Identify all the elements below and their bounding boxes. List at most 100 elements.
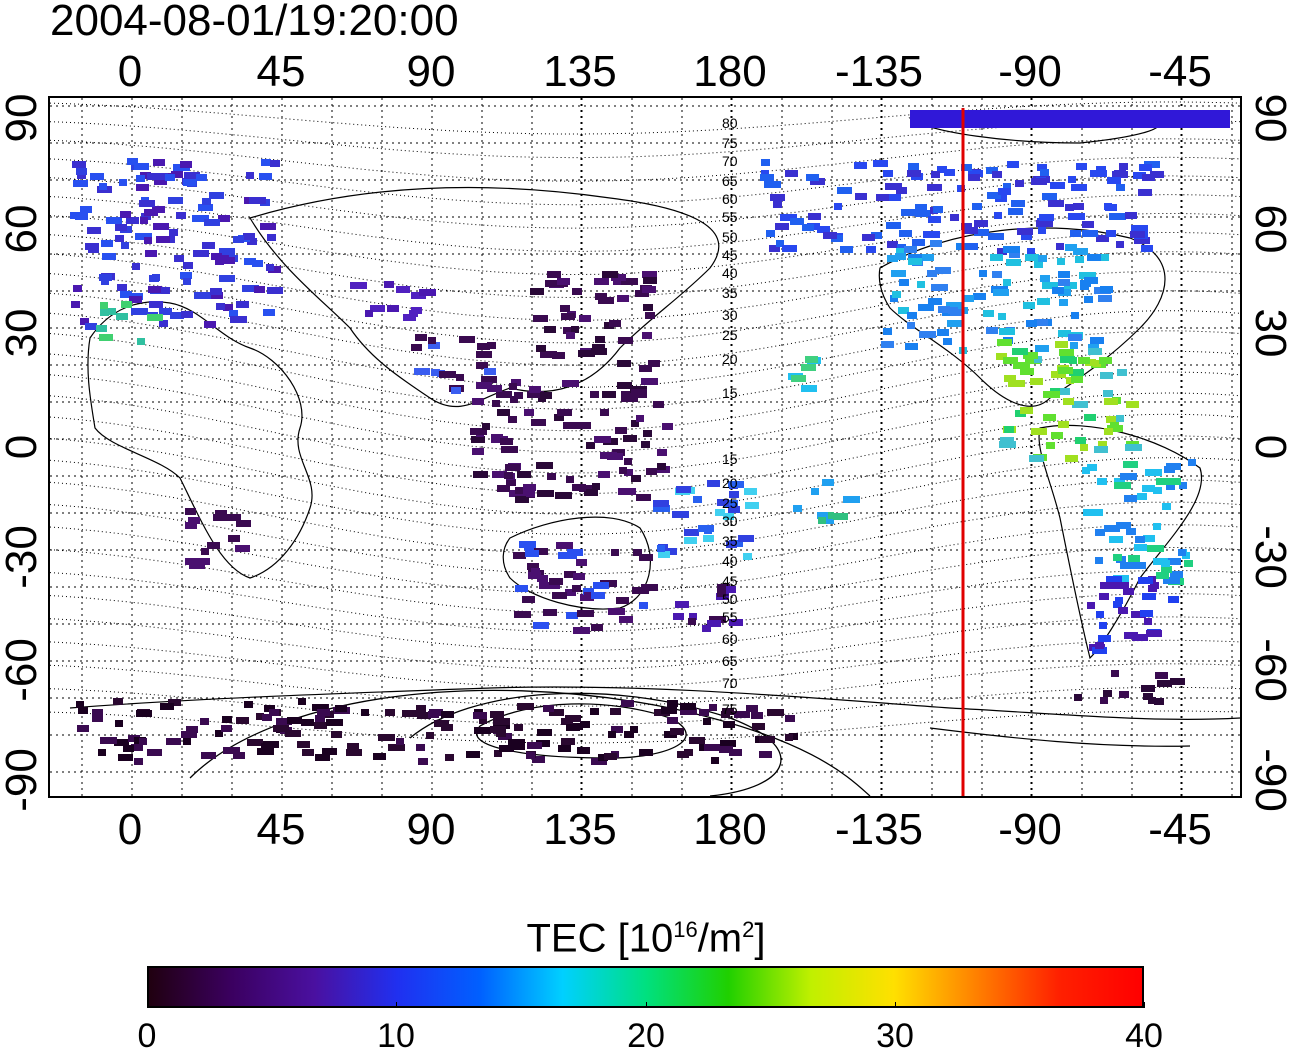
tec-pixel <box>416 744 425 751</box>
contour-label: 60 <box>722 191 738 207</box>
tec-pixel <box>1031 428 1047 435</box>
tec-pixel <box>1110 422 1119 429</box>
tec-pixel <box>154 178 167 185</box>
tec-pixel <box>1051 432 1063 439</box>
tec-pixel <box>631 389 647 396</box>
tec-pixel <box>260 223 276 230</box>
tec-pixel <box>540 392 552 399</box>
tec-pixel <box>1184 560 1193 567</box>
tec-pixel <box>531 419 546 426</box>
tec-pixel <box>159 308 172 315</box>
contour-labels: 80 75 70 65 60 55 50 45 40 35 30 25 20 15 15 20 25 30 35 40… <box>722 115 738 717</box>
tec-pixel <box>77 725 89 732</box>
tec-pixel <box>642 271 657 278</box>
tec-pixel <box>1118 607 1128 614</box>
tec-pixel <box>1097 478 1107 485</box>
tec-pixel <box>801 385 817 392</box>
tec-pixel <box>990 254 1003 261</box>
tec-pixel <box>979 270 987 277</box>
tec-pixel <box>1065 204 1074 211</box>
tec-pixel <box>145 250 157 257</box>
tec-pixel <box>301 719 314 726</box>
tec-pixel <box>709 704 717 711</box>
tec-pixel <box>1082 221 1094 228</box>
tec-pixel <box>120 291 132 298</box>
tec-pixel <box>105 308 116 315</box>
tec-pixel <box>1100 697 1108 704</box>
tec-pixel <box>566 476 574 483</box>
tec-pixel <box>883 328 892 335</box>
magnetic-contour <box>50 457 1240 535</box>
tec-pixel <box>1003 246 1014 253</box>
tec-pixel <box>476 362 488 369</box>
tec-pixel <box>915 210 931 217</box>
tec-pixel <box>127 158 138 165</box>
tec-pixel <box>434 720 449 727</box>
tec-pixel <box>233 752 245 759</box>
tec-pixel <box>673 613 684 620</box>
tec-pixel <box>100 737 117 744</box>
tec-pixel <box>171 171 183 178</box>
tec-pixel <box>1096 611 1104 618</box>
tec-pixel <box>116 313 128 320</box>
tec-pixel <box>1057 258 1065 265</box>
magnetic-contour <box>50 138 1240 182</box>
tec-pixel <box>892 291 901 298</box>
tec-pixel <box>1058 289 1071 296</box>
tec-pixel <box>511 379 521 386</box>
tec-pixel <box>1126 401 1139 408</box>
tec-pixel <box>180 161 192 168</box>
tec-pixel <box>785 734 793 741</box>
tec-pixel <box>907 312 917 319</box>
tec-pixel <box>560 305 570 312</box>
tec-pixel <box>514 392 523 399</box>
tec-pixel <box>923 231 940 238</box>
tec-pixel <box>1037 164 1047 171</box>
tec-pixel <box>641 584 658 591</box>
tec-pixel <box>536 740 550 747</box>
contour-label: 15 <box>722 451 738 467</box>
bottom-lon-tick: 0 <box>117 805 143 854</box>
tec-pixel <box>76 168 87 175</box>
colorbar-tick-mark <box>396 1002 397 1008</box>
tec-pixel <box>561 313 575 320</box>
tec-pixel <box>472 398 484 405</box>
tec-pixel <box>653 505 670 512</box>
tec-pixel <box>726 541 737 548</box>
tec-pixel <box>1038 227 1046 234</box>
tec-pixel <box>1070 342 1078 349</box>
tec-pixel <box>117 284 127 291</box>
tec-pixel <box>1138 577 1153 584</box>
tec-pixel <box>524 409 534 416</box>
tec-pixel <box>527 563 539 570</box>
tec-pixel <box>149 275 159 282</box>
magnetic-contour <box>50 330 1240 410</box>
tec-pixel <box>721 711 730 718</box>
tec-pixel <box>1084 296 1093 303</box>
contour-label: 20 <box>722 475 738 491</box>
tec-pixel <box>317 709 330 716</box>
tec-pixel <box>997 339 1012 346</box>
bottom-lon-tick: 45 <box>256 805 306 854</box>
tec-pixel <box>101 240 113 247</box>
tec-pixel <box>802 224 814 231</box>
tec-pixel <box>528 572 541 579</box>
tec-pixel <box>1009 251 1020 258</box>
tec-pixel <box>617 382 632 389</box>
tec-pixel <box>1004 375 1016 382</box>
tec-pixel <box>907 170 921 177</box>
tec-pixel <box>428 337 436 344</box>
tec-pixel <box>648 360 660 367</box>
tec-pixel <box>431 369 440 376</box>
tec-pixel <box>118 754 133 761</box>
tec-pixel <box>418 758 428 765</box>
tec-pixel <box>482 423 490 430</box>
tec-pixel <box>533 622 549 629</box>
tec-pixel <box>1107 177 1121 184</box>
tec-pixel <box>1011 200 1025 207</box>
tec-pixel <box>252 260 263 267</box>
tec-pixel <box>213 514 229 521</box>
tec-pixel <box>1013 362 1030 369</box>
tec-pixel <box>88 246 99 253</box>
tec-pixel <box>92 709 103 716</box>
